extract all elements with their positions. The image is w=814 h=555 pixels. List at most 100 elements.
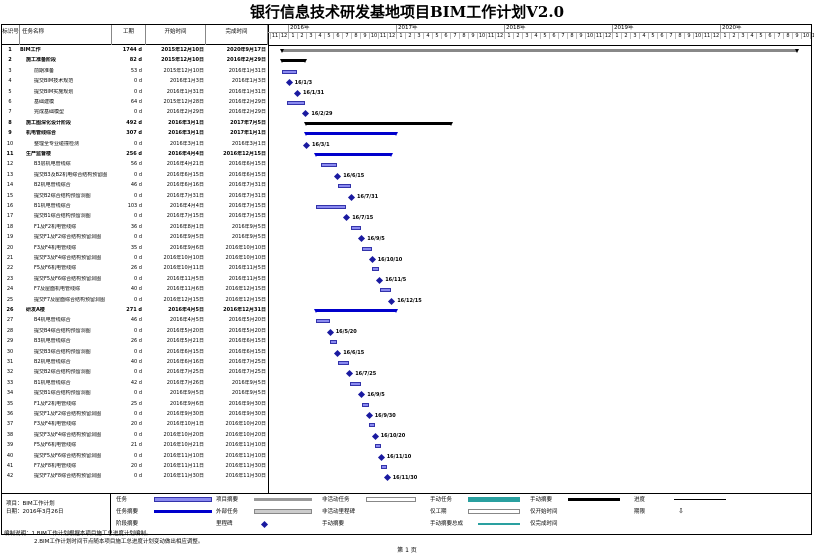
month-label: 10 — [369, 33, 378, 39]
table-row: 37 F3及F4机电管线综 20 d 2016年10月1日 2016年10月20日 — [2, 421, 268, 431]
task-id: 25 — [6, 296, 14, 303]
task-bar — [287, 101, 306, 105]
task-duration: 0 d — [134, 234, 142, 241]
task-id: 5 — [8, 88, 12, 95]
task-duration: 0 d — [134, 109, 142, 116]
task-duration: 0 d — [134, 473, 142, 480]
task-duration: 0 d — [134, 296, 142, 303]
milestone-label: 16/7/25 — [355, 370, 377, 377]
month-label: 11 — [702, 33, 711, 39]
year-label: 2020年 — [720, 25, 742, 32]
task-name: B1机电管线综合 — [34, 379, 71, 386]
table-row: 1 BIM工作 1744 d 2015年12月10日 2020年9月17日 — [2, 47, 268, 57]
task-duration: 36 d — [130, 223, 142, 230]
month-label: 6 — [765, 33, 774, 39]
task-bar — [349, 381, 362, 386]
table-row: 15 提交B2综合结构预留洞图 0 d 2016年7月31日 2016年7月31日 — [2, 193, 268, 203]
milestone-label: 16/6/15 — [343, 350, 365, 357]
month-label: 5 — [756, 33, 765, 39]
milestone-label: 16/1/31 — [303, 90, 325, 97]
task-id: 33 — [6, 379, 14, 386]
task-name: 前期准备 — [34, 67, 55, 74]
task-bar — [351, 225, 362, 230]
month-label: 8 — [459, 33, 468, 39]
table-row: 40 提交F5及F6综合结构预留洞图 0 d 2016年11月10日 2016年11月1… — [2, 453, 268, 463]
task-start: 2016年4月21日 — [166, 161, 204, 168]
milestone-label: 16/11/5 — [385, 277, 407, 284]
month-label: 6 — [333, 33, 342, 39]
task-finish: 2016年7月31日 — [228, 192, 266, 199]
task-finish: 2016年6月15日 — [228, 338, 266, 345]
task-duration: 0 d — [134, 369, 142, 376]
task-name: 提交F7及F8综合结构预留洞图 — [34, 473, 102, 480]
task-start: 2016年11月5日 — [166, 275, 204, 282]
task-start: 2016年5月21日 — [166, 338, 204, 345]
task-finish: 2016年11月10日 — [225, 452, 266, 459]
table-row: 25 提交F7及屋面综合结构预留洞图 0 d 2016年12月15日 2016年12月1… — [2, 297, 268, 307]
milestone-label: 16/2/29 — [311, 110, 333, 117]
month-label: 10 — [477, 33, 486, 39]
task-id: 36 — [6, 411, 14, 417]
task-id: 30 — [6, 348, 14, 355]
task-start: 2016年11月10日 — [163, 452, 204, 459]
table-row: 42 提交F7及F8综合结构预留洞图 0 d 2016年11月30日 2016年11月3… — [2, 473, 268, 483]
task-id: 31 — [6, 359, 14, 365]
task-start: 2016年1月3日 — [169, 78, 204, 85]
task-name: F5及F6机电管线综 — [34, 265, 77, 272]
task-start: 2016年4月4日 — [169, 203, 204, 209]
legend-task: 任务 — [116, 497, 128, 503]
task-bar — [369, 423, 375, 428]
task-duration: 0 d — [134, 390, 142, 397]
task-duration: 0 d — [134, 411, 142, 417]
legend-manual-summary-swatch — [568, 498, 620, 501]
deadline-icon: ⇩ — [678, 507, 684, 515]
table-row: 32 提交B2综合结构预留洞图 0 d 2016年7月25日 2016年7月25日 — [2, 369, 268, 379]
task-start: 2016年7月26日 — [166, 379, 204, 386]
task-duration: 0 d — [134, 192, 142, 199]
gantt-frame — [1, 24, 812, 494]
task-start: 2016年10月20日 — [163, 431, 204, 438]
month-label: 9 — [360, 33, 369, 39]
col-finish-header: 完成时间 — [206, 25, 268, 45]
legend-duration-only: 仅工期 — [430, 509, 447, 515]
legend-phase-summary: 阶段摘要 — [116, 521, 139, 527]
legend-duration-only-swatch — [468, 509, 520, 514]
milestone-label: 16/10/10 — [377, 256, 403, 263]
task-duration: 64 d — [130, 99, 142, 105]
task-finish: 2016年12月15日 — [223, 151, 266, 157]
month-label: 1 — [396, 33, 405, 39]
table-row: 41 F7及F8机电管线综 20 d 2016年11月11日 2016年11月30日 — [2, 463, 268, 473]
task-name: F5及F6机电管线综 — [34, 442, 77, 449]
legend-finish-only: 仅完成时间 — [530, 521, 558, 527]
task-duration: 20 d — [130, 463, 142, 469]
page-number: 第 1 页 — [397, 547, 417, 554]
table-row: 18 F1及F2机电管线综 36 d 2016年8月1日 2016年9月5日 — [2, 224, 268, 234]
task-name: 基础建模 — [34, 99, 55, 105]
note-line-2: 2.BIM工作计划时间节点随本项目施工总进度计划变动做出相应调整。 — [34, 539, 204, 545]
task-duration: 26 d — [130, 265, 142, 272]
table-row: 13 提交B3及B2机电综合结构预留图 0 d 2016年6月15日 2016年6月15… — [2, 172, 268, 182]
task-id: 38 — [6, 431, 14, 438]
task-duration: 40 d — [130, 286, 142, 293]
month-label: 11 — [594, 33, 603, 39]
task-start: 2016年8月1日 — [169, 223, 204, 230]
task-finish: 2016年6月15日 — [228, 161, 266, 168]
table-row: 27 B4机电管线综合 46 d 2016年4月5日 2016年5月20日 — [2, 317, 268, 327]
task-id: 18 — [6, 223, 14, 230]
task-duration: 42 d — [130, 379, 142, 386]
task-id: 2 — [8, 57, 12, 64]
milestone-label: 16/9/5 — [367, 391, 385, 398]
task-duration: 20 d — [130, 421, 142, 428]
task-start: 2015年12月10日 — [163, 67, 204, 74]
table-row: 24 F7及屋面机电管线综 40 d 2016年11月6日 2016年12月15日 — [2, 286, 268, 296]
task-finish: 2016年2月29日 — [228, 99, 266, 105]
milestone-icon — [260, 520, 269, 529]
task-start: 2015年12月10日 — [161, 57, 204, 64]
table-row: 31 B2机电管线综合 40 d 2016年6月16日 2016年7月25日 — [2, 359, 268, 369]
legend-progress-swatch — [674, 499, 726, 500]
task-duration: 21 d — [130, 442, 142, 449]
task-duration: 0 d — [134, 213, 142, 220]
task-start: 2016年10月21日 — [163, 442, 204, 449]
task-finish: 2016年10月10日 — [225, 255, 266, 261]
table-divider — [268, 25, 269, 494]
